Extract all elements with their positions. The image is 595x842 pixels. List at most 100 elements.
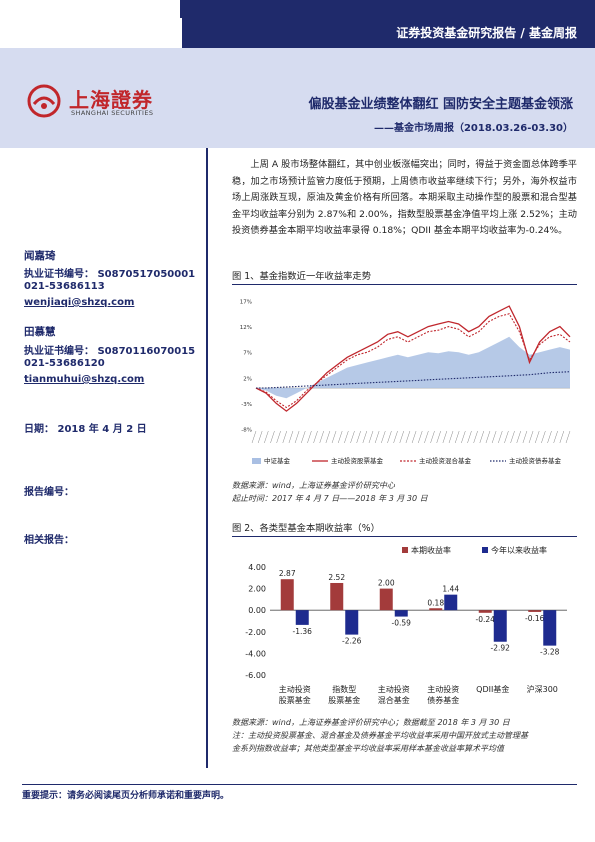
report-number-label: 报告编号： bbox=[24, 487, 74, 498]
x-tick-mark bbox=[491, 430, 497, 444]
footer-notice: 重要提示：请务必阅读尾页分析师承诺和重要声明。 bbox=[22, 791, 230, 801]
x-tick-mark bbox=[417, 430, 423, 444]
x-tick-mark bbox=[344, 430, 349, 444]
x-tick-mark bbox=[337, 430, 343, 444]
legend-swatch bbox=[402, 547, 408, 553]
analyst2-email-link[interactable]: tianmuhui@shzq.com bbox=[24, 374, 145, 385]
x-tick-mark bbox=[510, 430, 515, 444]
x-tick-mark bbox=[282, 430, 288, 444]
logo-english-text: SHANGHAI SECURITIES bbox=[71, 109, 154, 117]
report-title: 偏股基金业绩整体翻红 国防安全主题基金领涨 bbox=[308, 97, 573, 112]
x-tick-mark bbox=[504, 430, 509, 444]
fund-returns-bar-chart: 4.00 2.00 0.00 -2.00 -4.00 -6.00 本期收益率 今年以来收益率 2… bbox=[245, 545, 567, 705]
logo-chinese-text: 上海證券 bbox=[69, 88, 153, 112]
x-tick-mark bbox=[307, 430, 312, 444]
series-line bbox=[256, 371, 571, 389]
report-date: 日期： 2018 年 4 月 2 日 bbox=[24, 424, 147, 435]
related-reports-label: 相关报告： bbox=[24, 535, 74, 546]
x-tick-mark bbox=[553, 430, 558, 444]
data-label: 2.52 bbox=[328, 573, 345, 582]
legend-swatch bbox=[482, 547, 488, 553]
bar bbox=[429, 608, 443, 611]
x-tick-mark bbox=[559, 430, 565, 444]
x-category-label: 沪深300 bbox=[527, 684, 558, 694]
x-category-label: 主动投资 bbox=[427, 684, 459, 694]
x-tick-mark bbox=[251, 430, 257, 444]
bar bbox=[528, 610, 542, 612]
figure2-rule bbox=[232, 536, 577, 537]
data-label: -0.16 bbox=[525, 614, 545, 623]
fund-index-line-chart: 17% 12% 7% 2% -3% -8% 中证基金 主动投资股票基金 主动投资混合基金 主动投资… bbox=[240, 300, 571, 465]
figure2-note-line2: 金系列指数收益率；其他类型基金平均收益率采用样本基金收益率算术平均值 bbox=[232, 744, 504, 753]
series-line bbox=[255, 313, 571, 409]
legend-label: 今年以来收益率 bbox=[491, 545, 547, 555]
analyst1-phone: 021-53686113 bbox=[24, 281, 105, 292]
bar bbox=[295, 610, 309, 625]
x-tick-mark bbox=[313, 430, 318, 444]
y-tick-label: -4.00 bbox=[245, 649, 266, 658]
bar bbox=[394, 610, 408, 617]
y-tick-label: 2% bbox=[243, 376, 252, 382]
x-tick-mark bbox=[565, 430, 571, 444]
bar bbox=[280, 579, 294, 611]
series-area bbox=[256, 336, 570, 399]
legend-label: 主动投资债券基金 bbox=[509, 456, 562, 465]
y-tick-label: 4.00 bbox=[248, 563, 266, 572]
x-tick-mark bbox=[467, 430, 472, 444]
x-tick-mark bbox=[528, 430, 534, 444]
x-tick-mark bbox=[325, 430, 331, 444]
legend-label: 主动投资股票基金 bbox=[331, 456, 384, 465]
y-tick-label: 17% bbox=[240, 300, 252, 306]
x-tick-mark bbox=[381, 430, 386, 444]
legend-label: 中证基金 bbox=[264, 456, 291, 465]
data-label: -1.36 bbox=[293, 627, 313, 636]
x-tick-mark bbox=[387, 430, 392, 444]
report-type-ribbon: 证券投资基金研究报告 / 基金周报 bbox=[182, 18, 595, 48]
x-tick-mark bbox=[448, 430, 454, 444]
x-category-label: 主动投资 bbox=[378, 684, 410, 694]
x-tick-mark bbox=[319, 430, 324, 444]
y-tick-label: -3% bbox=[241, 402, 252, 408]
summary-paragraph: 上周 A 股市场整体翻红，其中创业板涨幅突出；同时，得益于资金面总体跨季平稳，加… bbox=[232, 159, 577, 236]
figure1-period: 起止时间：2017 年 4 月 7 日——2018 年 3 月 30 日 bbox=[232, 494, 428, 503]
y-tick-label: -8% bbox=[241, 428, 252, 434]
x-tick-mark bbox=[547, 430, 552, 444]
bar bbox=[330, 582, 344, 611]
report-subtitle: ——基金市场周报（2018.03.26-03.30） bbox=[373, 123, 573, 134]
y-tick-label: 2.00 bbox=[248, 585, 266, 594]
x-tick-mark bbox=[257, 430, 263, 444]
analyst2-phone: 021-53686120 bbox=[24, 358, 105, 369]
x-tick-mark bbox=[411, 430, 417, 444]
x-tick-mark bbox=[479, 430, 485, 444]
data-label: -3.28 bbox=[540, 648, 560, 657]
sidebar-divider bbox=[206, 148, 208, 768]
x-category-label: 混合基金 bbox=[378, 695, 410, 705]
data-label: 1.44 bbox=[442, 585, 459, 594]
bar bbox=[543, 610, 557, 646]
x-tick-mark bbox=[442, 430, 448, 444]
analyst1-name: 闻嘉琦 bbox=[24, 250, 56, 262]
y-tick-label: -6.00 bbox=[245, 671, 266, 680]
x-tick-mark bbox=[294, 430, 300, 444]
x-category-label: 指数型 bbox=[332, 684, 356, 694]
bar bbox=[444, 594, 458, 611]
x-tick-mark bbox=[374, 430, 380, 444]
x-tick-mark bbox=[461, 430, 466, 444]
x-tick-mark bbox=[276, 430, 281, 444]
analyst1-email-link[interactable]: wenjiaqi@shzq.com bbox=[24, 297, 135, 308]
summary-section: 上周 A 股市场整体翻红，其中创业板涨幅突出；同时，得益于资金面总体跨季平稳，加… bbox=[232, 157, 577, 240]
x-tick-mark bbox=[436, 430, 441, 444]
x-tick-mark bbox=[405, 430, 411, 444]
bar bbox=[379, 588, 393, 611]
x-tick-mark bbox=[356, 430, 361, 444]
y-tick-label: 12% bbox=[240, 325, 252, 331]
analyst1-cert: 执业证书编号： S0870517050001 bbox=[24, 269, 196, 280]
figure1-source: 数据来源：wind，上海证券基金评价研究中心 bbox=[232, 481, 395, 490]
data-label: 2.87 bbox=[279, 569, 296, 578]
x-tick-mark bbox=[399, 430, 405, 444]
footer-rule bbox=[22, 784, 577, 785]
top-bar bbox=[180, 0, 595, 18]
bar bbox=[493, 610, 507, 642]
figure2-title: 图 2、各类型基金本期收益率（%） bbox=[232, 523, 380, 534]
legend-swatch bbox=[252, 458, 261, 464]
